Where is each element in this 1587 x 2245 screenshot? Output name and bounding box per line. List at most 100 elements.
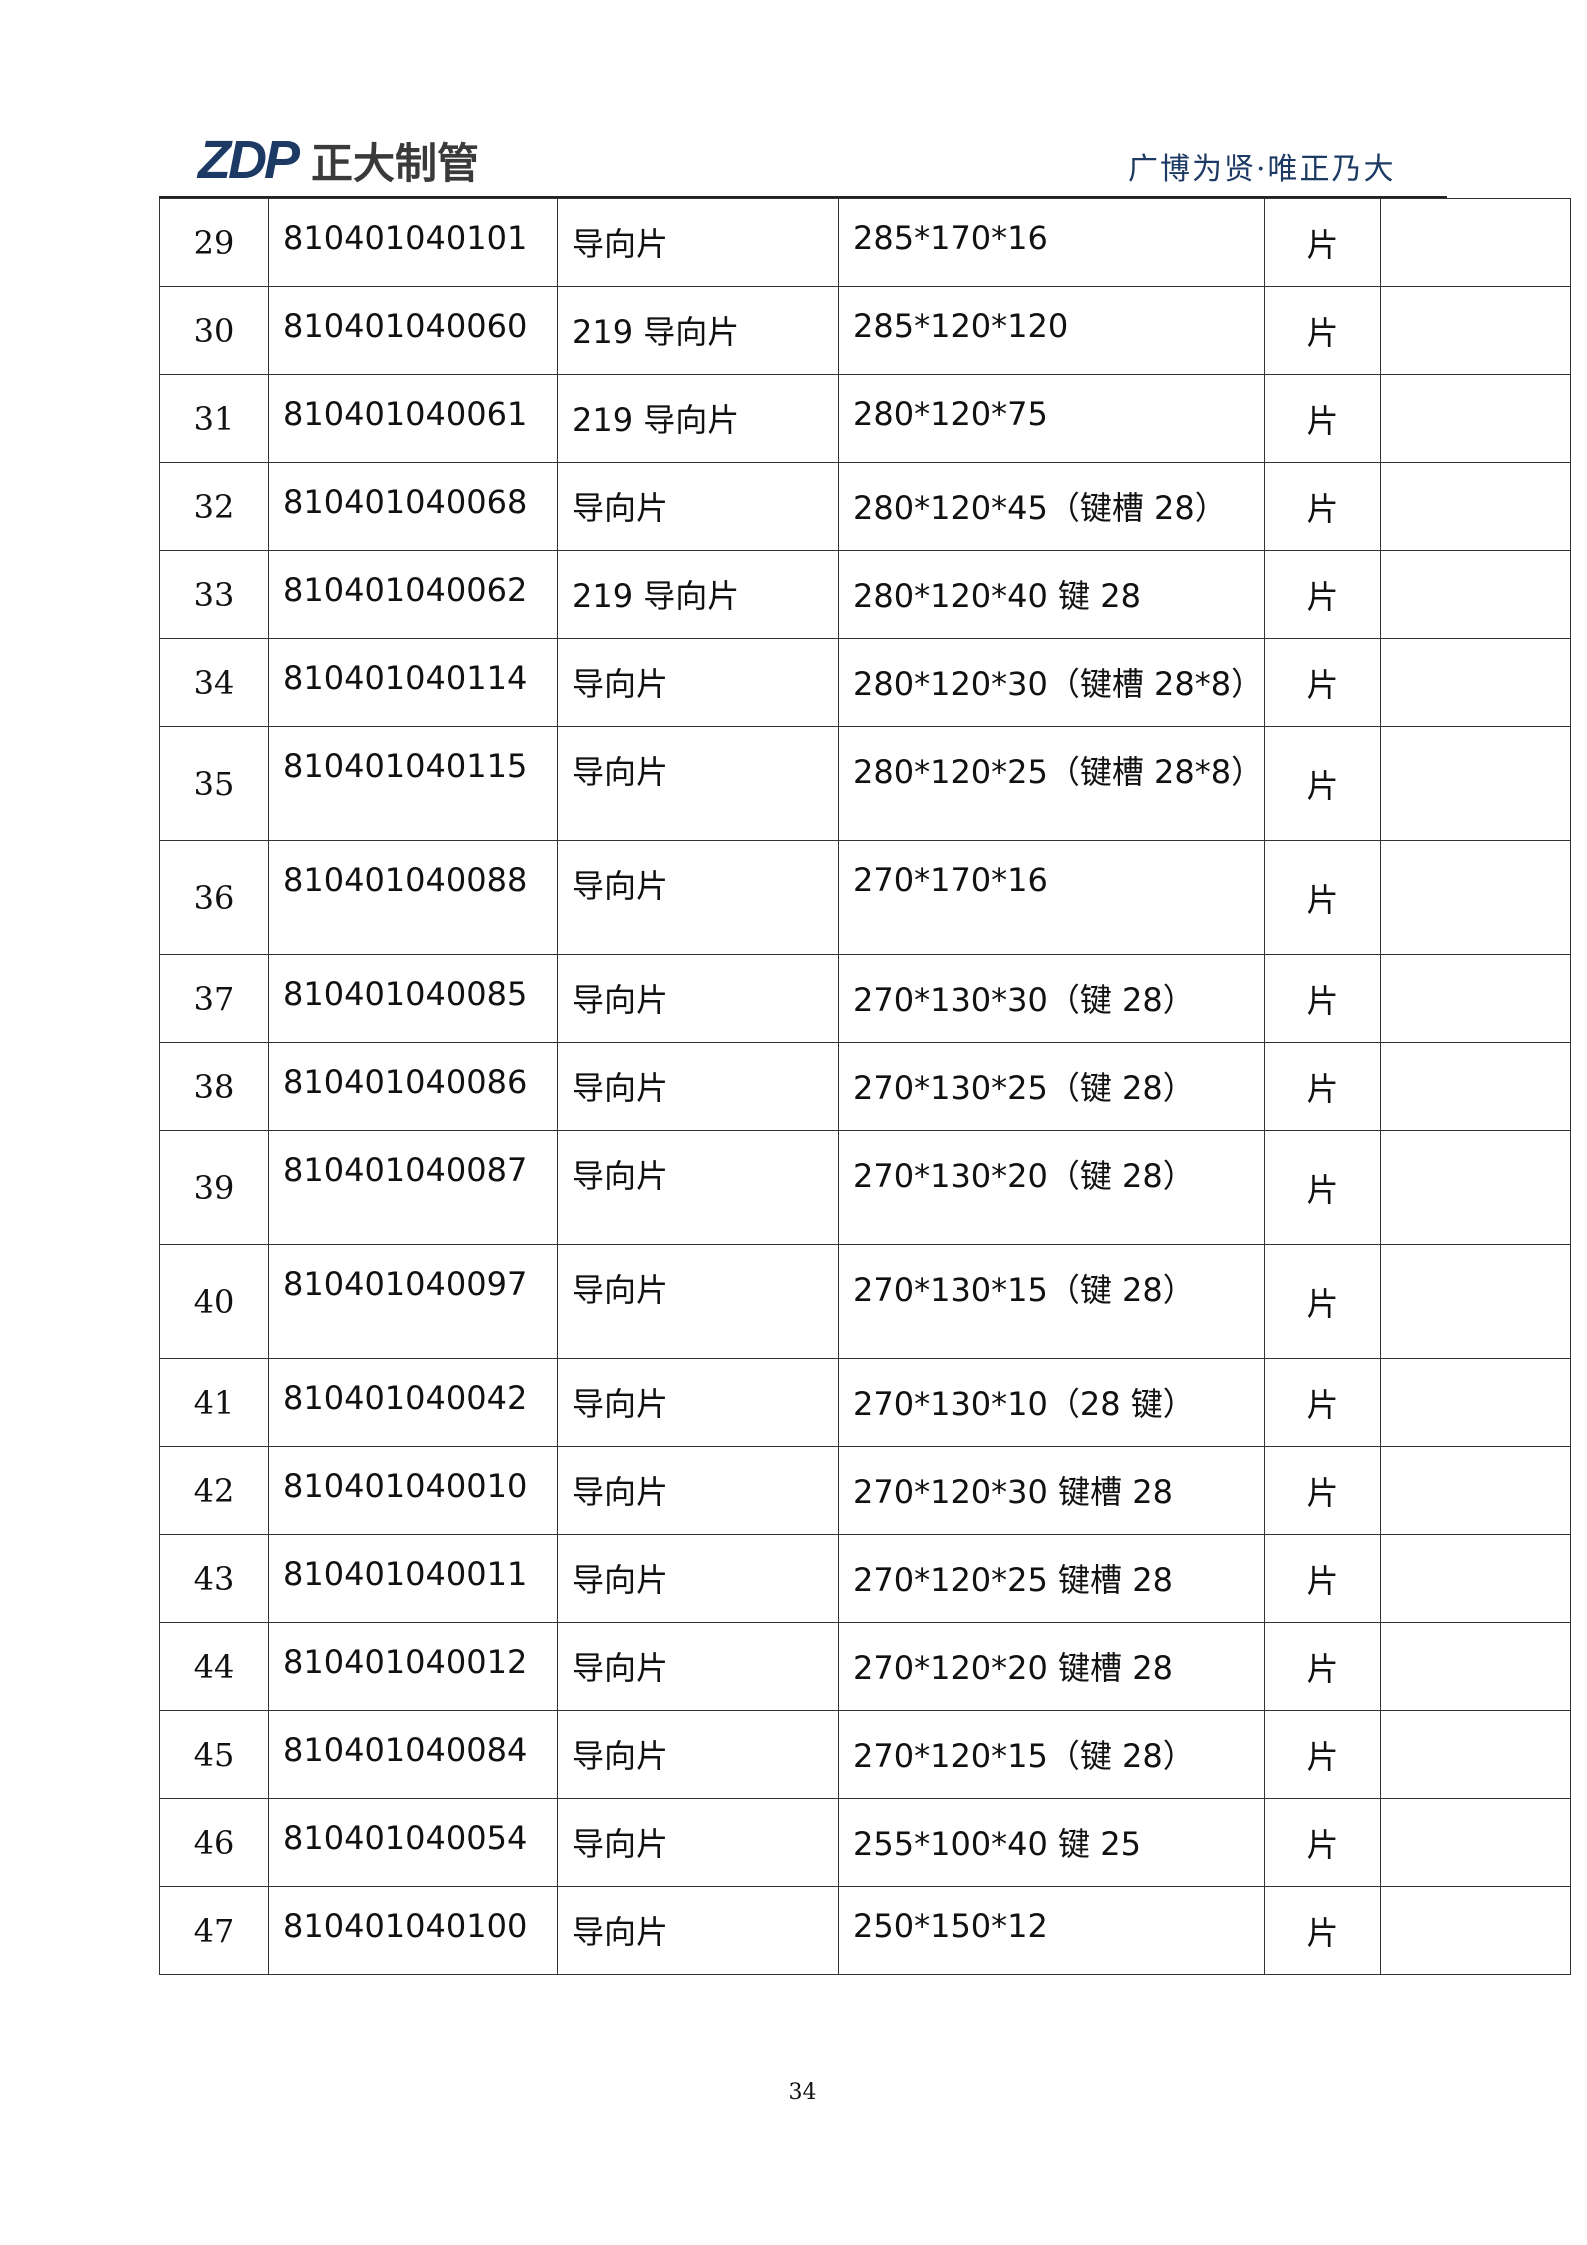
table-row: 43 810401040011 导向片 270*120*25 键槽 28 片 [159,1534,1571,1623]
item-spec: 270*130*20（键 28） [838,1130,1265,1245]
item-spec: 285*170*16 [838,198,1265,287]
item-spec: 280*120*40 键 28 [838,550,1265,639]
item-name: 导向片 [557,1798,839,1887]
table-row: 35 810401040115 导向片 280*120*25（键槽 28*8）片 [159,726,1571,841]
row-number: 46 [159,1798,269,1887]
item-note [1380,374,1571,463]
row-number: 36 [159,840,269,955]
item-unit: 片 [1264,1130,1381,1245]
item-spec: 270*120*15（键 28） [838,1710,1265,1799]
item-code: 810401040084 [268,1710,558,1799]
table-row: 44 810401040012 导向片 270*120*20 键槽 28 片 [159,1622,1571,1711]
item-note [1380,1244,1571,1359]
table-row: 45 810401040084 导向片 270*120*15（键 28）片 [159,1710,1571,1799]
row-number: 39 [159,1130,269,1245]
item-name: 导向片 [557,1042,839,1131]
item-note [1380,954,1571,1043]
item-spec: 280*120*45（键槽 28） [838,462,1265,551]
item-spec: 270*130*10（28 键） [838,1358,1265,1447]
item-note [1380,1798,1571,1887]
item-spec: 270*130*25（键 28） [838,1042,1265,1131]
item-spec: 270*120*30 键槽 28 [838,1446,1265,1535]
item-name: 219 导向片 [557,374,839,463]
table-row: 34 810401040114 导向片 280*120*30（键槽 28*8）片 [159,638,1571,727]
item-note [1380,1130,1571,1245]
item-name: 导向片 [557,1358,839,1447]
item-spec: 270*130*15（键 28） [838,1244,1265,1359]
item-unit: 片 [1264,374,1381,463]
row-number: 40 [159,1244,269,1359]
row-number: 41 [159,1358,269,1447]
table-row: 41 810401040042 导向片 270*130*10（28 键）片 [159,1358,1571,1447]
item-note [1380,1710,1571,1799]
item-name: 导向片 [557,954,839,1043]
item-note [1380,550,1571,639]
item-unit: 片 [1264,1244,1381,1359]
item-note [1380,840,1571,955]
item-name: 导向片 [557,462,839,551]
table-row: 30 810401040060 219 导向片 285*120*120 片 [159,286,1571,375]
item-unit: 片 [1264,550,1381,639]
row-number: 33 [159,550,269,639]
item-name: 导向片 [557,1446,839,1535]
item-code: 810401040054 [268,1798,558,1887]
row-number: 43 [159,1534,269,1623]
item-note [1380,1358,1571,1447]
table-row: 40 810401040097 导向片 270*130*15（键 28）片 [159,1244,1571,1359]
item-code: 810401040068 [268,462,558,551]
table-row: 39 810401040087 导向片 270*130*20（键 28）片 [159,1130,1571,1245]
item-name: 导向片 [557,1244,839,1359]
item-spec: 285*120*120 [838,286,1265,375]
item-unit: 片 [1264,198,1381,287]
table-row: 36 810401040088 导向片 270*170*16 片 [159,840,1571,955]
item-code: 810401040101 [268,198,558,287]
row-number: 30 [159,286,269,375]
row-number: 29 [159,198,269,287]
slogan: 广博为贤·唯正乃大 [1128,152,1396,187]
row-number: 47 [159,1886,269,1975]
item-name: 导向片 [557,726,839,841]
row-number: 44 [159,1622,269,1711]
item-unit: 片 [1264,1798,1381,1887]
item-code: 810401040062 [268,550,558,639]
table-row: 47 810401040100 导向片 250*150*12 片 [159,1886,1571,1975]
table-row: 29 810401040101 导向片 285*170*16 片 [159,198,1571,287]
item-spec: 270*120*20 键槽 28 [838,1622,1265,1711]
parts-table: 29 810401040101 导向片 285*170*16 片 30 8104010400… [159,198,1571,1975]
header-divider [159,196,1447,198]
item-name: 219 导向片 [557,550,839,639]
logo-mark: ZDP [198,130,300,190]
item-code: 810401040085 [268,954,558,1043]
item-note [1380,1042,1571,1131]
table-row: 42 810401040010 导向片 270*120*30 键槽 28 片 [159,1446,1571,1535]
row-number: 38 [159,1042,269,1131]
item-note [1380,1446,1571,1535]
item-unit: 片 [1264,1622,1381,1711]
item-code: 810401040061 [268,374,558,463]
item-spec: 250*150*12 [838,1886,1265,1975]
item-unit: 片 [1264,638,1381,727]
item-unit: 片 [1264,1886,1381,1975]
item-code: 810401040042 [268,1358,558,1447]
item-unit: 片 [1264,954,1381,1043]
row-number: 45 [159,1710,269,1799]
item-note [1380,1886,1571,1975]
item-spec: 280*120*75 [838,374,1265,463]
item-spec: 270*120*25 键槽 28 [838,1534,1265,1623]
company-name: 正大制管 [311,138,480,188]
item-unit: 片 [1264,462,1381,551]
item-name: 导向片 [557,1534,839,1623]
item-code: 810401040010 [268,1446,558,1535]
item-name: 导向片 [557,198,839,287]
row-number: 35 [159,726,269,841]
item-unit: 片 [1264,1446,1381,1535]
item-code: 810401040115 [268,726,558,841]
item-code: 810401040097 [268,1244,558,1359]
item-code: 810401040088 [268,840,558,955]
table-row: 31 810401040061 219 导向片 280*120*75 片 [159,374,1571,463]
table-row: 32 810401040068 导向片 280*120*45（键槽 28）片 [159,462,1571,551]
item-name: 导向片 [557,1130,839,1245]
item-spec: 280*120*25（键槽 28*8） [838,726,1265,841]
item-code: 810401040086 [268,1042,558,1131]
item-code: 810401040114 [268,638,558,727]
